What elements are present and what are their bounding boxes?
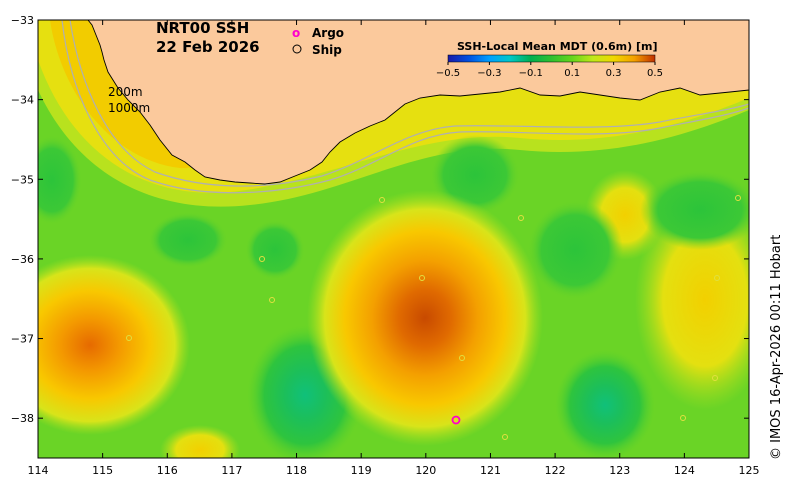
colorbar-tick-label: −0.3 bbox=[477, 68, 501, 79]
drifter-marker[interactable] bbox=[735, 195, 741, 201]
x-tick-label: 114 bbox=[28, 464, 49, 477]
drifter-marker[interactable] bbox=[502, 434, 508, 440]
drifter-marker[interactable] bbox=[419, 275, 425, 281]
isobath-label-1000m: 1000m bbox=[108, 101, 150, 115]
warm-eddy-main bbox=[307, 190, 543, 446]
colorbar-title: SSH-Local Mean MDT (0.6m) [m] bbox=[457, 40, 657, 53]
credit-text: © IMOS 16-Apr-2026 00:11 Hobart bbox=[769, 235, 784, 460]
y-tick-label: −34 bbox=[11, 94, 34, 107]
colorbar-tick-label: −0.1 bbox=[519, 68, 543, 79]
y-tick-label: −38 bbox=[11, 412, 34, 425]
drifter-marker[interactable] bbox=[680, 415, 686, 421]
map-title: NRT00 SSH bbox=[156, 19, 249, 37]
x-tick-label: 118 bbox=[286, 464, 307, 477]
colorbar-tick-label: 0.5 bbox=[647, 68, 663, 79]
colorbar-tick-label: 0.3 bbox=[606, 68, 622, 79]
y-tick-label: −33 bbox=[11, 14, 34, 27]
drifter-marker[interactable] bbox=[714, 275, 720, 281]
drifter-marker[interactable] bbox=[379, 197, 385, 203]
plot-frame bbox=[37, 19, 750, 459]
drifter-marker[interactable] bbox=[259, 256, 265, 262]
green-patch-d bbox=[245, 220, 305, 280]
x-axis: 114 115 116 117 118 119 120 121 122 123 124 125 bbox=[28, 20, 760, 477]
isobath-label-200m: 200m bbox=[108, 85, 143, 99]
colorbar-ticks: −0.5 −0.3 −0.1 0.1 0.3 0.5 bbox=[436, 62, 663, 79]
x-tick-label: 120 bbox=[415, 464, 436, 477]
x-tick-label: 125 bbox=[739, 464, 760, 477]
green-patch-b bbox=[527, 200, 623, 300]
colorbar bbox=[447, 54, 656, 63]
x-tick-label: 116 bbox=[157, 464, 178, 477]
isobath-1000m bbox=[61, 20, 749, 194]
map-date: 22 Feb 2026 bbox=[156, 38, 260, 56]
x-tick-label: 122 bbox=[545, 464, 566, 477]
argo-legend-label: Argo bbox=[312, 26, 344, 40]
x-tick-label: 119 bbox=[351, 464, 372, 477]
drifter-marker[interactable] bbox=[459, 355, 465, 361]
isobath-200m bbox=[69, 20, 749, 187]
green-patch-f bbox=[640, 170, 749, 250]
y-tick-label: −35 bbox=[11, 173, 34, 186]
x-tick-label: 121 bbox=[480, 464, 501, 477]
drifter-marker[interactable] bbox=[712, 375, 718, 381]
y-axis: −33 −34 −35 −36 −37 −38 bbox=[11, 14, 749, 425]
colorbar-tick-label: −0.5 bbox=[436, 68, 460, 79]
argo-float-marker[interactable] bbox=[451, 415, 461, 425]
drifter-marker[interactable] bbox=[269, 297, 275, 303]
x-tick-label: 117 bbox=[221, 464, 242, 477]
south-warm-spot bbox=[160, 425, 240, 458]
x-tick-label: 124 bbox=[674, 464, 695, 477]
y-tick-label: −37 bbox=[11, 333, 34, 346]
argo-legend-icon: o bbox=[292, 26, 300, 40]
y-tick-label: −36 bbox=[11, 253, 34, 266]
x-tick-label: 123 bbox=[609, 464, 630, 477]
green-patch-c bbox=[148, 212, 228, 268]
x-tick-label: 115 bbox=[92, 464, 113, 477]
observation-markers bbox=[126, 195, 741, 440]
cool-anomaly-east bbox=[555, 350, 655, 458]
colorbar-tick-label: 0.1 bbox=[564, 68, 580, 79]
warm-eddy-west bbox=[38, 255, 190, 435]
drifter-marker[interactable] bbox=[126, 335, 132, 341]
ship-legend-icon bbox=[292, 44, 302, 54]
ship-legend-label: Ship bbox=[312, 43, 342, 57]
drifter-marker[interactable] bbox=[518, 215, 524, 221]
green-patch-e bbox=[38, 135, 82, 225]
